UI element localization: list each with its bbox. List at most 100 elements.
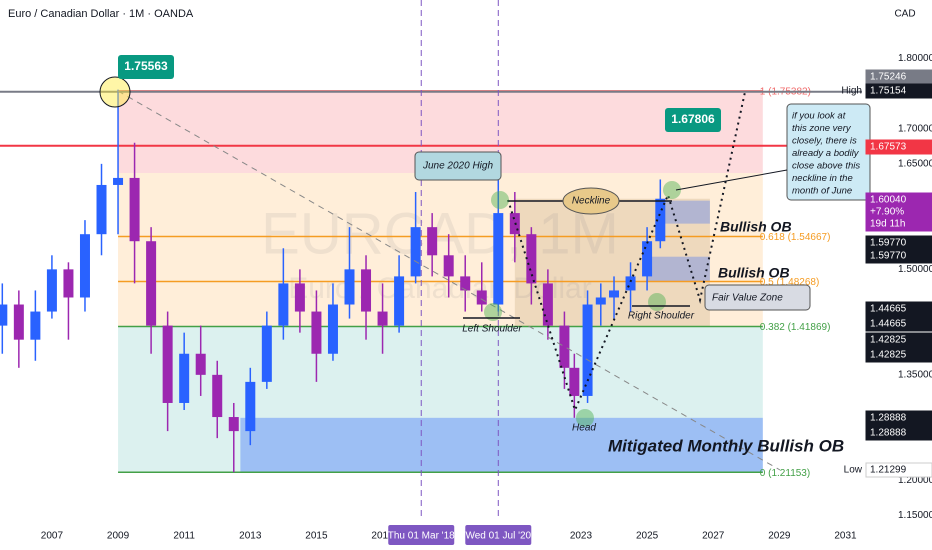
y-tick-label: 1.50000 — [898, 264, 932, 275]
fib-label: 0 (1.21153) — [760, 468, 810, 479]
chart-title: Euro / Canadian Dollar · 1M · OANDA — [8, 8, 194, 20]
watermark: Euro / Canadian Dollar — [288, 272, 592, 305]
note-box — [414, 151, 502, 181]
candle-body — [642, 241, 653, 277]
comment-line: close above this — [792, 161, 860, 172]
fib-label: 0.5 (1.48268) — [760, 277, 820, 288]
x-tick-label: 2009 — [107, 531, 130, 542]
candle-body — [162, 325, 173, 403]
price-tag-label: 1.21299 — [870, 465, 907, 476]
price-tag-label: 1.60040 — [870, 195, 907, 206]
x-tick-label: 2017 — [371, 531, 394, 542]
candle-body — [460, 276, 471, 291]
comment-pointer — [675, 169, 788, 191]
price-tag-extra: 19d 11h — [870, 219, 905, 230]
price-tag — [865, 192, 932, 232]
candle-body — [327, 304, 338, 354]
candle-body — [0, 304, 8, 326]
comment-line: this zone very — [792, 123, 852, 134]
candle-body — [63, 269, 74, 298]
price-tag — [865, 316, 932, 332]
callout-box — [118, 55, 174, 79]
price-tag-label: 1.28888 — [870, 413, 907, 424]
price-tag — [865, 347, 932, 363]
candle-body — [261, 325, 272, 382]
candle-body — [79, 234, 90, 298]
candle-body — [625, 276, 636, 291]
annotation: Bullish OB — [720, 219, 792, 235]
pivot-marker — [663, 181, 681, 199]
candle-body — [179, 353, 190, 403]
annotation: Bullish OB — [718, 265, 790, 281]
candle-body — [569, 367, 580, 396]
annotation: Fair Value Zone — [712, 293, 783, 304]
comment-line: already a bodily — [792, 148, 860, 159]
annotation: Head — [572, 423, 596, 434]
price-tag-label: 1.28888 — [870, 428, 907, 439]
x-tick-label: 2011 — [173, 531, 195, 542]
candle-body — [655, 198, 666, 242]
price-tag-label: 1.75246 — [870, 72, 907, 83]
candle-body — [427, 227, 438, 256]
callout-label: 1.75563 — [124, 59, 168, 73]
peak-marker — [99, 76, 131, 108]
pivot-marker — [484, 303, 502, 321]
candle-body — [344, 269, 355, 305]
candle-body — [212, 374, 223, 418]
price-tag — [865, 139, 932, 155]
callout-box — [665, 108, 721, 132]
price-tag-label: 1.75154 — [870, 86, 907, 97]
candle-body — [30, 311, 41, 340]
candle-body — [96, 184, 107, 235]
candle-body — [195, 353, 206, 375]
candle-body — [443, 255, 454, 277]
price-tag-note: Low — [844, 465, 863, 476]
annotation: June 2020 High — [422, 161, 493, 172]
candle-body — [559, 325, 570, 368]
candle-body — [361, 269, 372, 312]
candle-body — [228, 417, 239, 432]
price-tag — [865, 462, 932, 478]
price-tag — [865, 248, 932, 264]
x-tick-label: 2013 — [239, 531, 262, 542]
candle-body — [294, 283, 305, 312]
y-tick-label: 1.65000 — [898, 159, 932, 170]
comment-line: closely, there is — [792, 136, 857, 147]
x-tick-label: 2031 — [834, 531, 857, 542]
candle-body — [542, 283, 553, 326]
candle-body — [394, 276, 405, 326]
fib-label: 0.618 (1.54667) — [760, 232, 831, 243]
x-tick-label: 2029 — [768, 531, 791, 542]
y-tick-label: 1.20000 — [898, 475, 932, 486]
candle-body — [526, 234, 537, 284]
date-label: Thu 01 Mar '18 — [388, 531, 455, 542]
annotation: Left Shoulder — [462, 324, 522, 335]
price-tag-label: 1.42825 — [870, 335, 907, 346]
currency: CAD — [894, 9, 915, 20]
date-tag — [388, 525, 455, 545]
price-tag-note: High — [841, 86, 862, 97]
pivot-marker — [491, 191, 509, 209]
date-label: Wed 01 Jul '20 — [465, 531, 531, 542]
x-tick-label: 2015 — [305, 531, 328, 542]
candle-body — [311, 311, 322, 354]
price-tag-label: 1.44665 — [870, 319, 907, 330]
candle-body — [129, 177, 140, 242]
zone — [663, 200, 710, 224]
fib-label: 0.382 (1.41869) — [760, 322, 831, 333]
y-tick-label: 1.70000 — [898, 123, 932, 134]
note-ellipse — [562, 187, 620, 215]
annotation: Right Shoulder — [628, 311, 695, 322]
candle-body — [609, 290, 620, 298]
candle-body — [13, 304, 24, 340]
zone — [118, 326, 763, 473]
pivot-marker — [648, 293, 666, 311]
candle-body — [113, 177, 124, 185]
callout-label: 1.67806 — [671, 112, 715, 126]
annotation: Mitigated Monthly Bullish OB — [608, 436, 844, 455]
price-tag-label: 1.59770 — [870, 251, 907, 262]
x-tick-label: 2027 — [702, 531, 725, 542]
candle-body — [476, 290, 487, 305]
candle-body — [245, 381, 256, 432]
